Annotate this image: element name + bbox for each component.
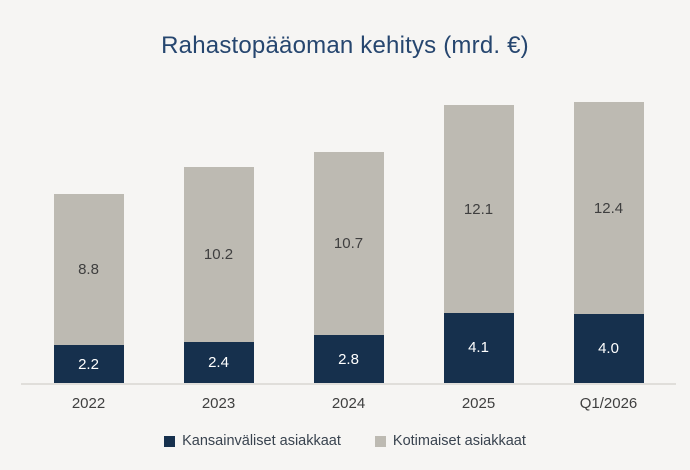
bar-segment: 2.2 [53,345,124,383]
bar-2024: 10.7 2.8 [313,151,384,383]
x-axis-label-Q1/2026: Q1/2026 [579,395,638,412]
legend: Kansainväliset asiakkaat Kotimaiset asia… [0,433,690,449]
x-axis-label-2022: 2022 [71,395,106,412]
bar-segment: 8.8 [53,194,124,346]
legend-swatch-international-icon [164,435,176,447]
bar-value-label: 2.2 [78,355,99,373]
x-axis-labels: 2022 2023 2024 2025 Q1/2026 [21,395,676,412]
bar-value-label: 4.0 [598,340,619,358]
legend-label-domestic: Kotimaiset asiakkaat [392,433,526,449]
x-axis-label-2025: 2025 [461,395,496,412]
bar-segment: 4.0 [573,314,644,383]
x-axis-label-2023: 2023 [201,395,236,412]
bar-segment: 2.4 [183,341,254,383]
bar-value-label: 12.1 [463,200,494,218]
bar-value-label: 2.4 [208,353,229,371]
bar-2025: 12.1 4.1 [443,105,514,383]
bar-segment: 10.7 [313,151,384,335]
bar-value-label: 12.4 [593,199,624,217]
bar-segment: 10.2 [183,167,254,342]
legend-item-international: Kansainväliset asiakkaat [164,433,341,449]
bar-segment: 12.1 [443,105,514,313]
bar-segment: 2.8 [313,335,384,383]
legend-item-domestic: Kotimaiset asiakkaat [374,433,526,449]
bar-2023: 10.2 2.4 [183,167,254,383]
legend-swatch-domestic-icon [374,435,386,447]
bar-Q1/2026: 12.4 4.0 [573,101,644,383]
bar-segment: 12.4 [573,101,644,315]
bar-value-label: 10.2 [203,245,234,263]
bar-segment: 4.1 [443,312,514,383]
bar-value-label: 10.7 [333,234,364,252]
bar-2022: 8.8 2.2 [53,194,124,383]
x-axis-label-2024: 2024 [331,395,366,412]
chart-title: Rahastopääoman kehitys (mrd. €) [161,32,529,59]
plot-area: 8.8 2.2 10.2 2.4 10.7 2.8 12.1 4.1 12.4 4.0 [21,85,676,385]
bar-value-label: 4.1 [468,339,489,357]
legend-label-international: Kansainväliset asiakkaat [182,433,341,449]
bar-value-label: 8.8 [78,261,99,279]
bar-value-label: 2.8 [338,350,359,368]
